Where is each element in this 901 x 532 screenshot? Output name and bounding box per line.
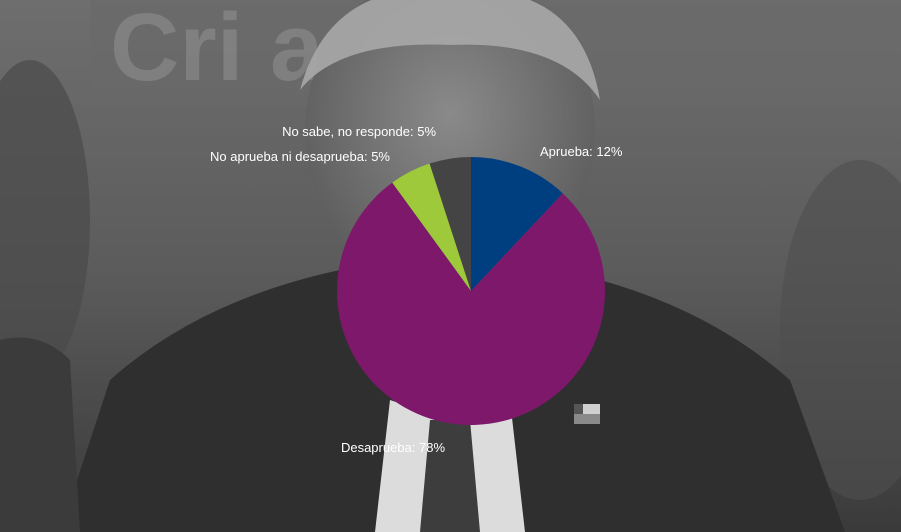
slice-label-no-sabe-no-responde: No sabe, no responde: 5% xyxy=(282,124,436,139)
slice-label-no-aprueba-ni-desaprueba: No aprueba ni desaprueba: 5% xyxy=(210,149,390,164)
slice-label-aprueba: Aprueba: 12% xyxy=(540,144,623,159)
pie-labels: Aprueba: 12% Desaprueba: 78% No aprueba … xyxy=(210,124,623,455)
slice-no-sabe-no-responde xyxy=(429,157,471,291)
pie-slices xyxy=(337,157,605,425)
chile-flag-icon xyxy=(574,404,600,424)
slice-label-desaprueba: Desaprueba: 78% xyxy=(341,440,446,455)
slice-no-aprueba-ni-desaprueba xyxy=(392,163,471,291)
slice-desaprueba xyxy=(337,182,605,425)
slice-aprueba xyxy=(471,157,563,291)
